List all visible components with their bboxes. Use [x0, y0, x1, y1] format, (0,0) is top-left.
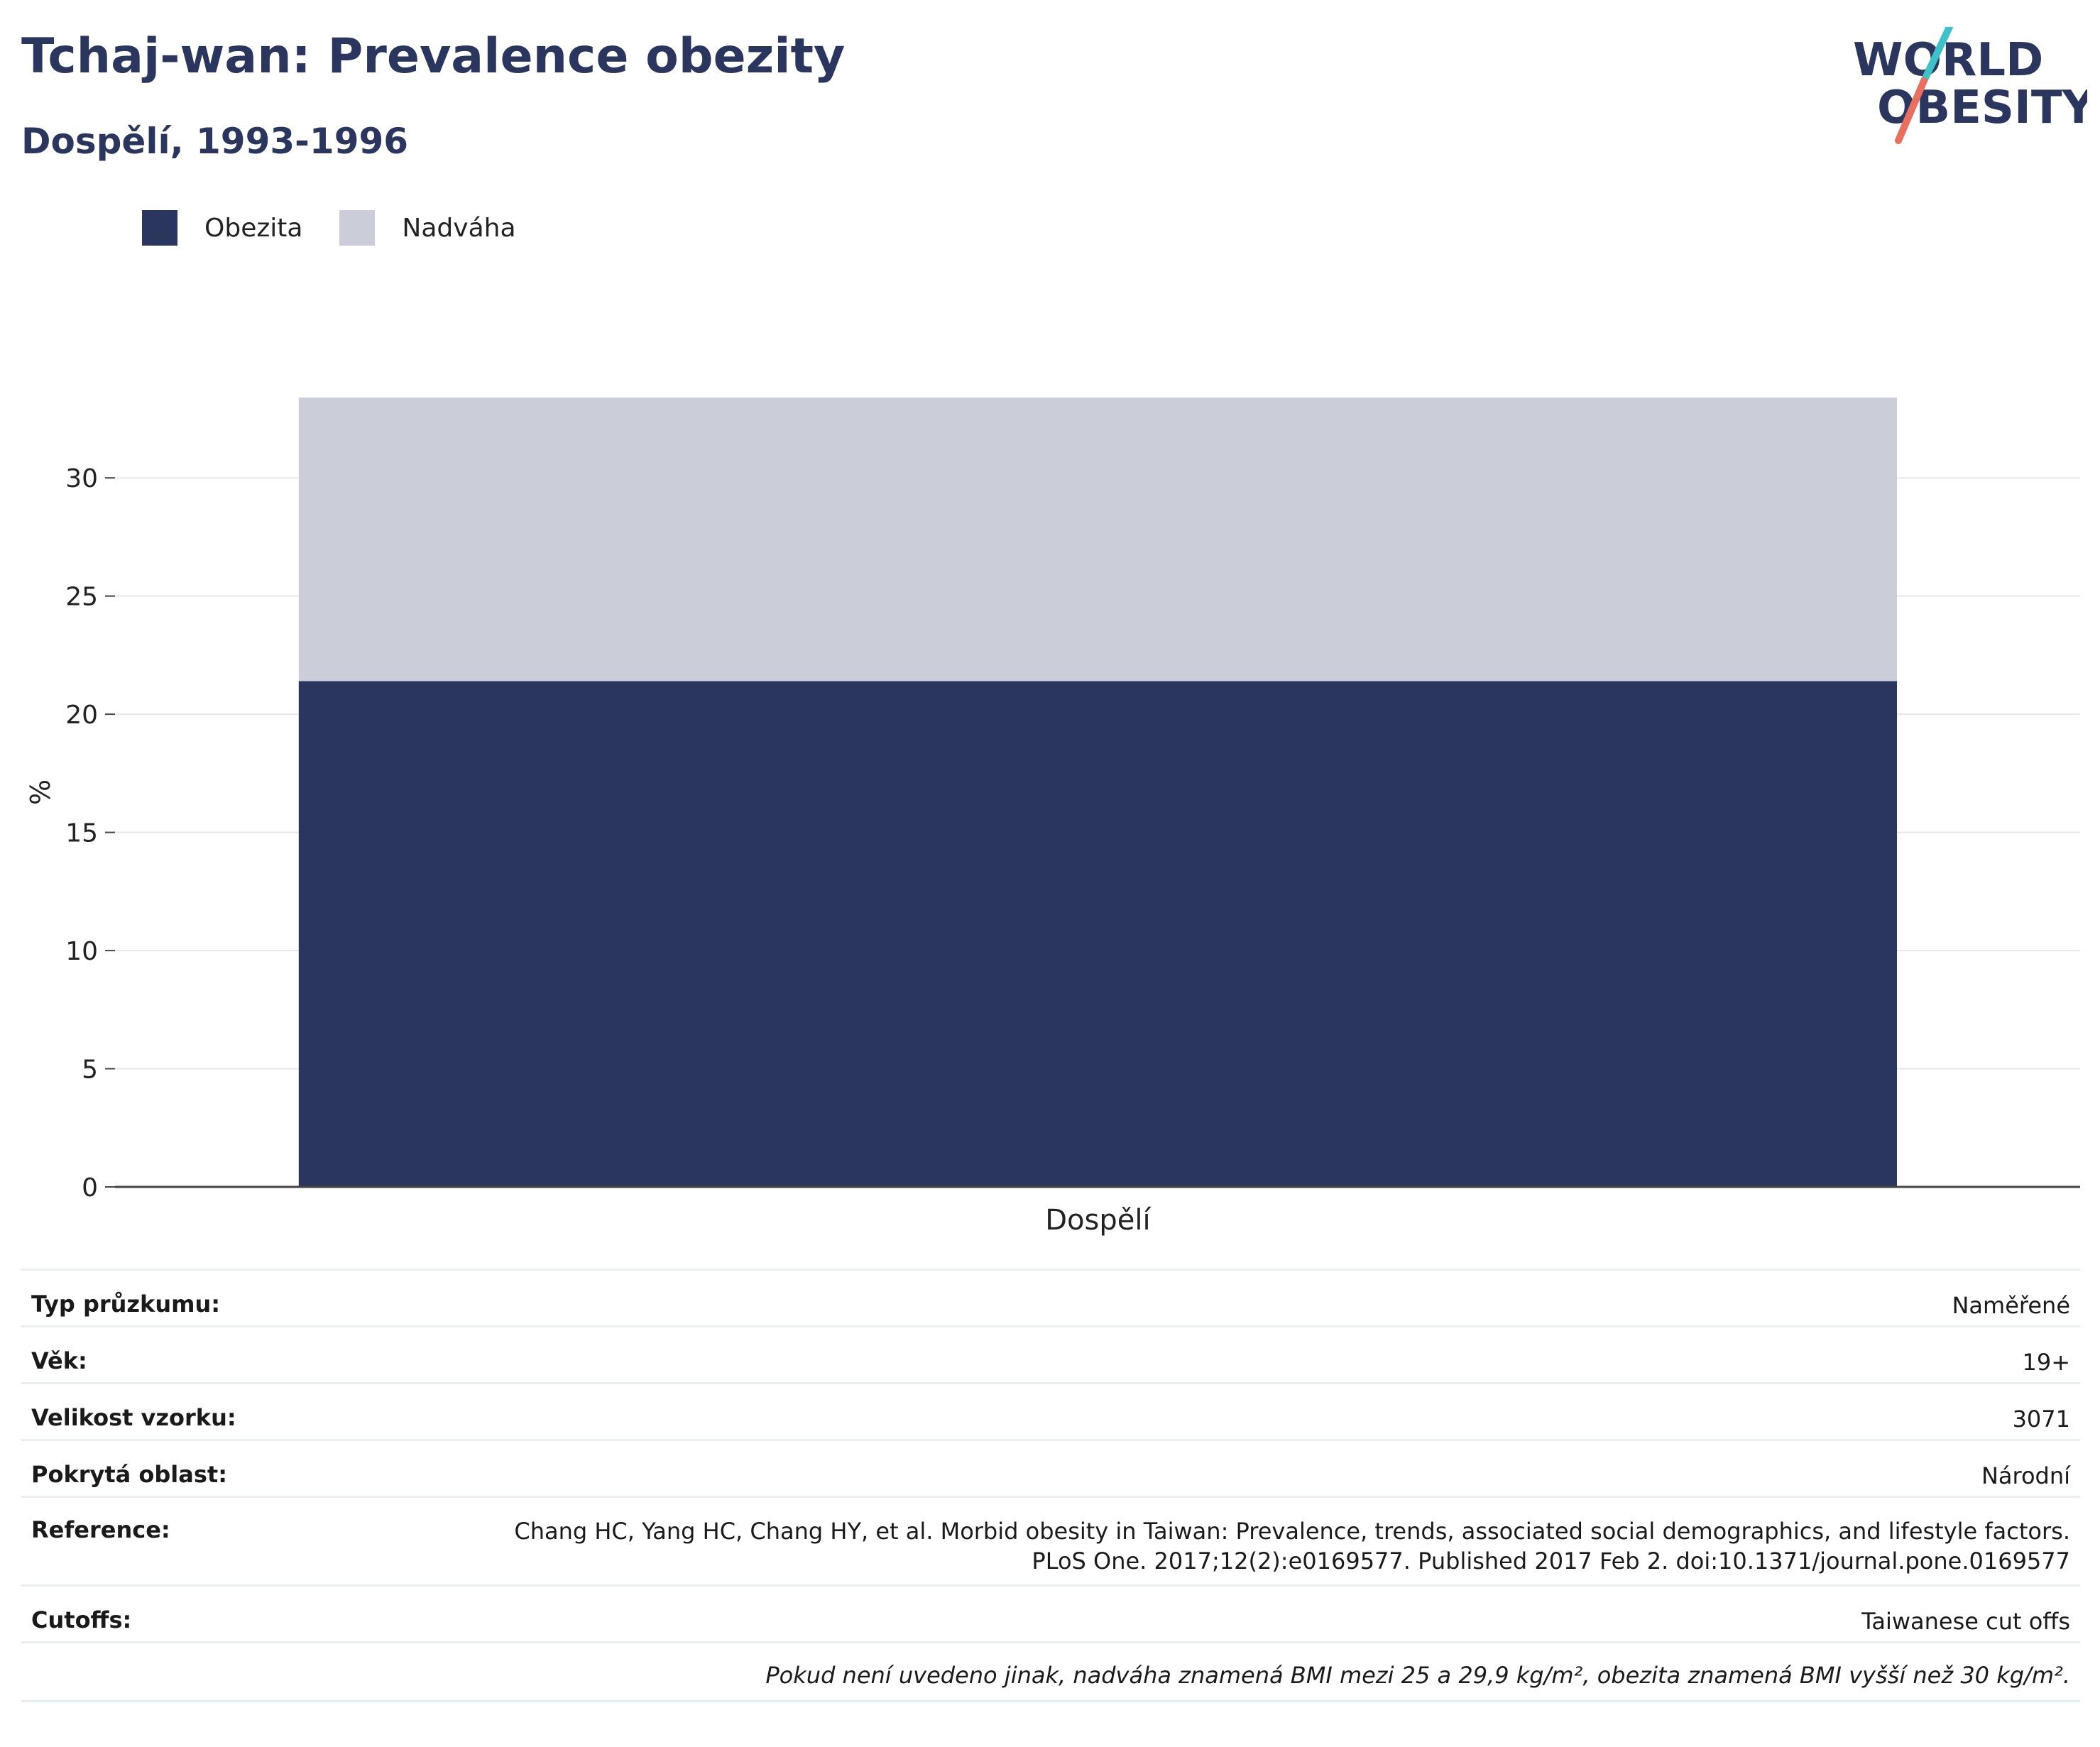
info-value: Taiwanese cut offs	[447, 1584, 2080, 1643]
info-row-cutoffs: Cutoffs: Taiwanese cut offs	[21, 1584, 2080, 1643]
legend-label-obesity: Obezita	[204, 213, 303, 243]
info-value: Národní	[447, 1439, 2080, 1497]
info-row-age: Věk: 19+	[21, 1325, 2080, 1384]
logo-text-world: WORLD	[1853, 34, 2043, 87]
x-category-label: Dospělí	[1045, 1204, 1152, 1237]
info-label: Typ průzkumu:	[21, 1269, 447, 1327]
bar-obesity	[298, 681, 1898, 1187]
y-axis-label: %	[25, 779, 56, 805]
legend-label-overweight: Nadváha	[402, 213, 516, 243]
y-tick-label: 30	[65, 464, 98, 493]
info-value: Naměřené	[447, 1269, 2080, 1327]
chart-legend: Obezita Nadváha	[142, 210, 553, 246]
info-label: Velikost vzorku:	[21, 1382, 447, 1440]
bar-chart: 0 5 10 15 20 25 30% Dospělí	[25, 398, 2080, 1237]
legend-swatch-obesity	[142, 210, 177, 246]
info-label: Věk:	[21, 1325, 447, 1384]
y-tick-label: 15	[65, 819, 98, 848]
info-row-note: Pokud není uvedeno jinak, nadváha znamen…	[21, 1641, 2080, 1702]
legend-item-overweight[interactable]: Nadváha	[339, 210, 516, 246]
logo-slash-coral	[1895, 77, 1927, 144]
info-row-area-covered: Pokrytá oblast: Národní	[21, 1439, 2080, 1497]
info-label: Reference:	[21, 1496, 447, 1586]
y-tick-label: 25	[65, 583, 98, 612]
info-label: Pokrytá oblast:	[21, 1439, 447, 1497]
info-value: 19+	[447, 1325, 2080, 1384]
bmi-definition-note: Pokud není uvedeno jinak, nadváha znamen…	[21, 1641, 2080, 1702]
legend-item-obesity[interactable]: Obezita	[142, 210, 302, 246]
survey-info-table: Typ průzkumu: Naměřené Věk: 19+ Velikost…	[21, 1269, 2080, 1702]
info-row-reference: Reference: Chang HC, Yang HC, Chang HY, …	[21, 1496, 2080, 1586]
info-label: Cutoffs:	[21, 1584, 447, 1643]
legend-swatch-overweight	[339, 210, 376, 246]
info-row-survey-type: Typ průzkumu: Naměřené	[21, 1269, 2080, 1327]
y-tick-label: 10	[65, 937, 98, 966]
info-value: 3071	[447, 1382, 2080, 1440]
bar-overweight	[298, 398, 1898, 681]
y-tick-label: 0	[82, 1173, 98, 1203]
info-value: Chang HC, Yang HC, Chang HY, et al. Morb…	[447, 1496, 2080, 1586]
page-title: Tchaj-wan: Prevalence obezity	[21, 28, 846, 84]
info-row-sample-size: Velikost vzorku: 3071	[21, 1382, 2080, 1440]
y-tick-label: 20	[65, 701, 98, 730]
y-tick-label: 5	[82, 1056, 98, 1085]
logo-slash-teal	[1920, 27, 1953, 84]
world-obesity-logo: WORLD OBESITY	[1853, 27, 2087, 144]
page-subtitle: Dospělí, 1993-1996	[21, 121, 409, 162]
